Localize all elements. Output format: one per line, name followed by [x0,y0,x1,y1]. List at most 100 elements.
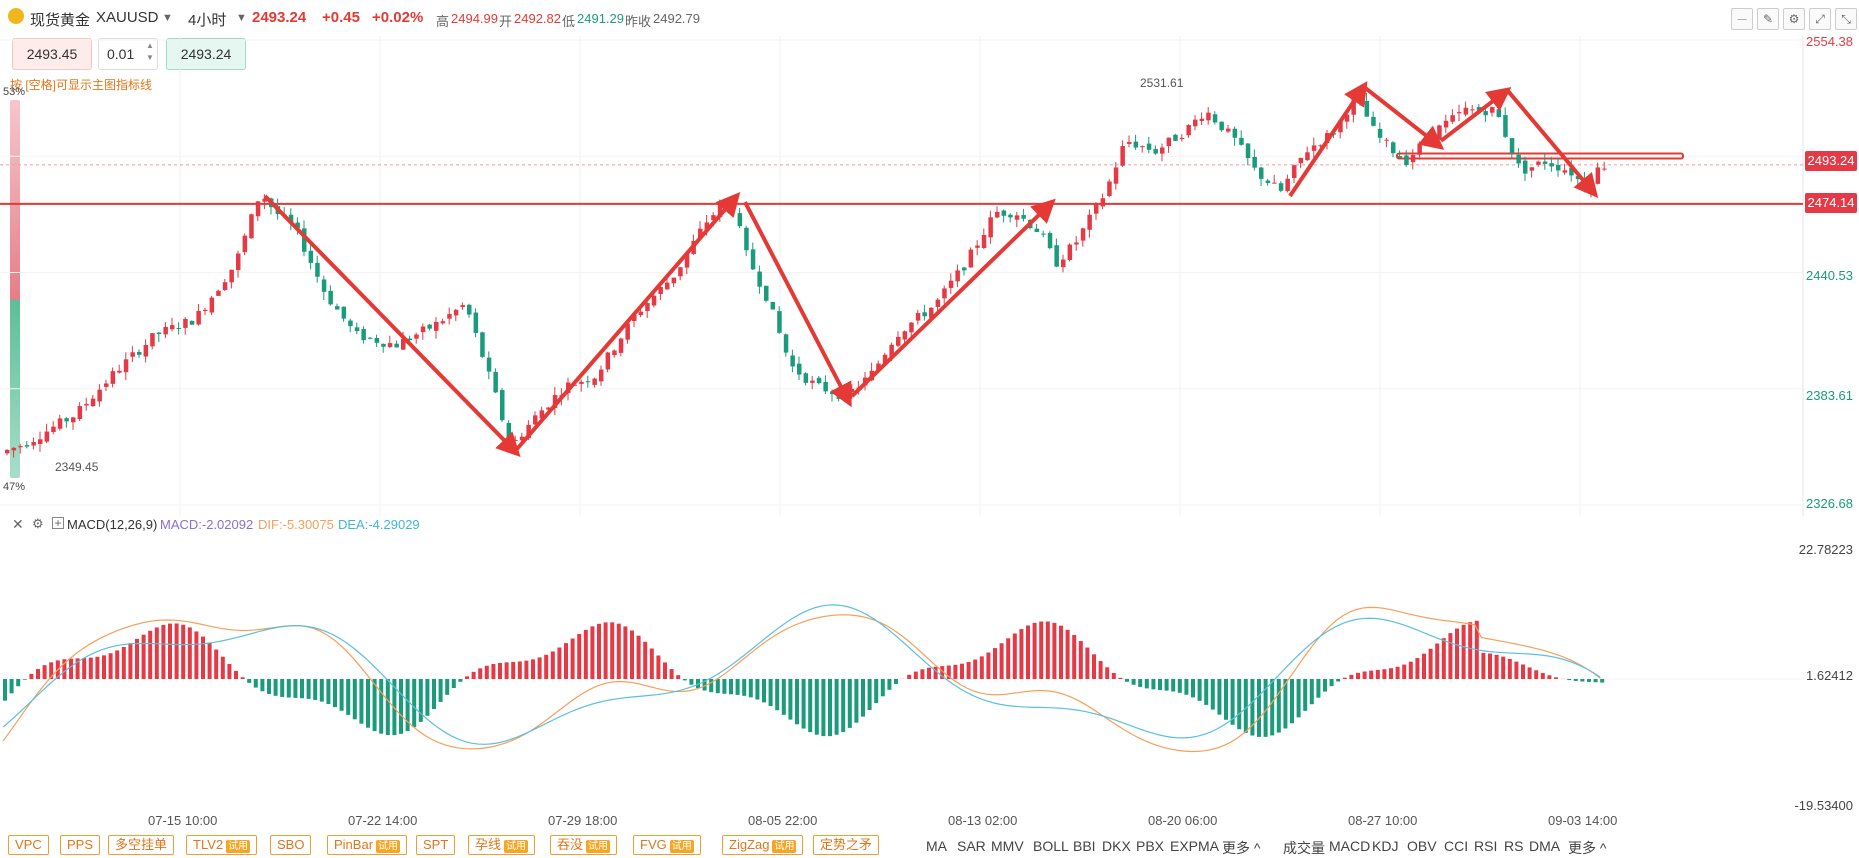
macd-bar [445,679,449,695]
candle-body [612,351,617,356]
macd-bar [531,659,535,679]
macd-bar [425,679,429,716]
sub-indicator-tab[interactable]: MACD [1329,838,1370,854]
macd-bar [604,622,608,679]
macd-bar [1046,621,1050,679]
candle-body [678,267,683,276]
price-axis-label: 2383.61 [1806,388,1853,403]
macd-bar [346,679,350,715]
macd-bar [300,679,304,698]
macd-bar [241,677,245,679]
macd-bar [353,679,357,719]
candle-body [665,283,670,290]
macd-bar [201,637,205,679]
candle-body [355,327,360,331]
macd-bar [960,664,964,679]
indicator-button[interactable]: SPT [416,835,455,855]
macd-bar [544,655,548,679]
price-chart[interactable] [0,0,1859,516]
main-indicator-tab[interactable]: DKX [1102,838,1131,854]
macd-bar [617,624,621,679]
candle-body [1081,228,1086,240]
macd-bar [841,679,845,732]
indicator-button-label: 定势之矛 [820,837,872,852]
candle-body [84,404,89,406]
indicator-button[interactable]: SBO [270,835,311,855]
candle-body [672,278,677,284]
macd-bar [221,657,225,679]
macd-bar [1521,664,1525,679]
main-indicator-tab[interactable]: SAR [957,838,986,854]
sub-indicator-tab[interactable]: 更多 ^ [1568,838,1606,858]
indicator-button[interactable]: 吞没试用 [550,835,617,855]
macd-bar [1376,670,1380,679]
macd-bar [630,630,634,679]
sub-indicator-tab[interactable]: DMA [1529,838,1560,854]
trend-arrow[interactable] [515,198,735,451]
macd-chart[interactable] [0,530,1859,820]
sub-indicator-tab[interactable]: CCI [1444,838,1468,854]
macd-bar [1356,673,1360,679]
main-indicator-tab[interactable]: MA [926,838,947,854]
candle-body [328,291,333,304]
candle-body [414,335,419,339]
candle-body [190,321,195,325]
indicator-button[interactable]: 多空挂单 [108,835,174,855]
macd-bar [1297,679,1301,717]
candle-body [652,296,657,306]
candle-body [1470,109,1475,110]
macd-bar [89,658,93,679]
macd-bar [1237,679,1241,729]
macd-bar [1488,654,1492,679]
macd-bar [1343,678,1347,679]
date-label: 07-29 18:00 [548,813,617,828]
main-indicator-tab[interactable]: 更多 ^ [1222,838,1260,858]
candle-body [12,448,17,450]
sub-indicator-tab[interactable]: RS [1504,838,1523,854]
trend-arrow[interactable] [1290,88,1363,196]
indicator-button[interactable]: 定势之矛 [813,835,879,855]
macd-bar [736,679,740,695]
plus-icon[interactable]: + [52,517,64,529]
candle-body [1457,112,1462,113]
indicator-button[interactable]: PPS [60,835,100,855]
candle-body [810,381,815,383]
candle-body [78,406,83,419]
indicator-button[interactable]: VPC [8,835,49,855]
candle-body [322,279,327,291]
candle-body [639,312,644,315]
candle-body [1549,163,1554,166]
main-indicator-tab[interactable]: BOLL [1033,838,1069,854]
main-indicator-tab[interactable]: PBX [1136,838,1164,854]
macd-bar [491,664,495,679]
sub-indicator-tab[interactable]: 成交量 [1283,838,1325,858]
trend-arrow[interactable] [1365,88,1438,145]
candle-body [1206,113,1211,121]
macd-bar [1026,625,1030,679]
main-indicator-tab[interactable]: BBI [1073,838,1096,854]
candle-body [71,417,76,422]
candle-body [348,321,353,327]
sub-indicator-tab[interactable]: OBV [1407,838,1437,854]
candle-body [1483,111,1488,115]
candle-body [1160,147,1165,153]
trend-arrow[interactable] [852,204,1050,396]
candle-body [1252,157,1257,168]
indicator-button[interactable]: 孕线试用 [468,835,535,855]
macd-bar [557,648,561,679]
main-indicator-tab[interactable]: MMV [991,838,1024,854]
main-indicator-tab[interactable]: EXPMA [1170,838,1219,854]
macd-bar [1402,665,1406,679]
candle-body [1061,260,1066,268]
sub-indicator-tab[interactable]: KDJ [1372,838,1398,854]
trend-arrow[interactable] [745,202,848,400]
macd-bar [802,679,806,729]
line-price-tag: 2474.14 [1805,193,1857,213]
candle-body [150,333,155,346]
sub-indicator-tab[interactable]: RSI [1474,838,1497,854]
candle-body [1398,156,1403,158]
